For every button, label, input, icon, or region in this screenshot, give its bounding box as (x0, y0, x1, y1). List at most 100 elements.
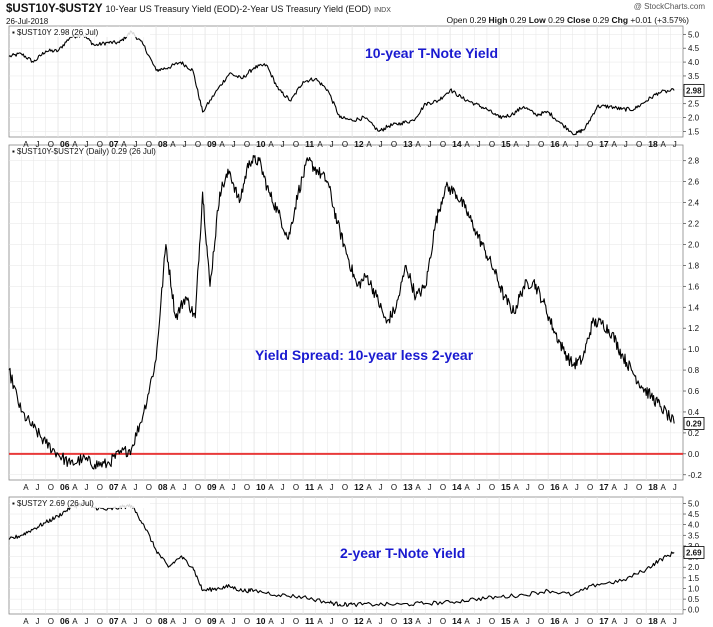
x-year-label: 10 (256, 139, 266, 149)
x-month-label: J (85, 140, 89, 149)
x-month-label: O (244, 483, 250, 492)
x-month-label: A (611, 140, 617, 149)
x-month-label: J (281, 483, 285, 492)
x-month-label: A (366, 483, 372, 492)
x-month-label: A (23, 483, 29, 492)
x-year-label: 12 (354, 616, 364, 626)
last-value-box (683, 417, 705, 430)
x-year-label: 09 (207, 482, 217, 492)
x-month-label: O (48, 617, 54, 626)
x-year-label: 12 (354, 139, 364, 149)
y-tick-label: 4.5 (688, 510, 700, 519)
y-tick-label: 2.4 (688, 199, 700, 208)
panel-label-bg (10, 146, 150, 156)
x-month-label: A (660, 483, 666, 492)
y-tick-label: 3.5 (688, 72, 700, 81)
x-month-label: J (183, 140, 187, 149)
x-year-label: 18 (648, 616, 658, 626)
x-year-label: 10 (256, 616, 266, 626)
x-month-label: O (97, 617, 103, 626)
x-month-label: A (72, 140, 78, 149)
x-month-label: O (48, 483, 54, 492)
y-tick-label: 2.0 (688, 114, 700, 123)
x-month-label: O (636, 140, 642, 149)
x-month-label: J (134, 483, 138, 492)
x-month-label: O (587, 483, 593, 492)
chg-label: Chg (611, 15, 629, 25)
x-year-label: 07 (109, 482, 119, 492)
panel-frame (8, 496, 684, 615)
x-year-label: 09 (207, 139, 217, 149)
x-month-label: J (477, 140, 481, 149)
x-year-label: 18 (648, 139, 658, 149)
x-month-label: O (293, 140, 299, 149)
series-line (8, 154, 675, 470)
x-month-label: O (97, 140, 103, 149)
x-month-label: J (673, 617, 677, 626)
x-year-label: 15 (501, 139, 511, 149)
x-month-label: O (342, 140, 348, 149)
x-month-label: O (293, 483, 299, 492)
panel-series-label: ▪ $UST10Y 2.98 (26 Jul) (12, 28, 99, 37)
x-month-label: O (538, 483, 544, 492)
x-month-label: J (673, 140, 677, 149)
x-month-label: J (36, 483, 40, 492)
x-year-label: 13 (403, 482, 413, 492)
x-month-label: J (281, 140, 285, 149)
last-value-label: 2.69 (686, 549, 702, 558)
last-value-label: 0.29 (686, 419, 702, 428)
x-month-label: A (219, 483, 225, 492)
low-label: Low (528, 15, 546, 25)
x-year-label: 16 (550, 139, 560, 149)
x-month-label: O (146, 140, 152, 149)
x-month-label: J (232, 140, 236, 149)
series-line (8, 30, 675, 136)
y-tick-label: 3.5 (688, 531, 700, 540)
x-month-label: J (526, 483, 530, 492)
x-month-label: J (232, 483, 236, 492)
x-month-label: J (575, 140, 579, 149)
x-month-label: J (330, 483, 334, 492)
x-month-label: J (85, 483, 89, 492)
open-value: 0.29 (469, 15, 487, 25)
x-month-label: J (281, 617, 285, 626)
x-month-label: A (268, 617, 274, 626)
x-month-label: A (170, 483, 176, 492)
x-month-label: J (232, 617, 236, 626)
x-year-label: 16 (550, 482, 560, 492)
x-year-label: 14 (452, 482, 462, 492)
x-year-label: 16 (550, 616, 560, 626)
x-month-label: A (121, 483, 127, 492)
y-tick-label: 0.4 (688, 408, 700, 417)
x-month-label: J (575, 483, 579, 492)
y-tick-label: 0.0 (688, 606, 700, 615)
panel-title: Yield Spread: 10-year less 2-year (255, 347, 474, 363)
x-month-label: A (513, 140, 519, 149)
y-tick-label: 2.6 (688, 178, 700, 187)
x-month-label: J (477, 617, 481, 626)
x-year-label: 15 (501, 616, 511, 626)
x-month-label: O (636, 617, 642, 626)
x-year-label: 17 (599, 616, 609, 626)
high-value: 0.29 (509, 15, 527, 25)
x-month-label: O (489, 483, 495, 492)
y-tick-label: -0.2 (688, 471, 702, 480)
chart-symbol: $UST10Y-$UST2Y 10-Year US Treasury Yield… (6, 3, 391, 15)
x-month-label: A (170, 617, 176, 626)
y-tick-label: 4.0 (688, 521, 700, 530)
x-month-label: A (268, 140, 274, 149)
exchange-label: INDX (374, 7, 391, 14)
x-month-label: J (379, 483, 383, 492)
x-month-label: A (611, 617, 617, 626)
x-month-label: O (342, 617, 348, 626)
x-month-label: A (121, 617, 127, 626)
x-month-label: A (562, 140, 568, 149)
x-month-label: O (489, 617, 495, 626)
x-month-label: O (489, 140, 495, 149)
y-tick-label: 2.0 (688, 563, 700, 572)
x-month-label: O (293, 617, 299, 626)
close-value: 0.29 (592, 15, 610, 25)
y-tick-label: 0.6 (688, 387, 700, 396)
x-year-label: 09 (207, 616, 217, 626)
x-month-label: A (317, 617, 323, 626)
